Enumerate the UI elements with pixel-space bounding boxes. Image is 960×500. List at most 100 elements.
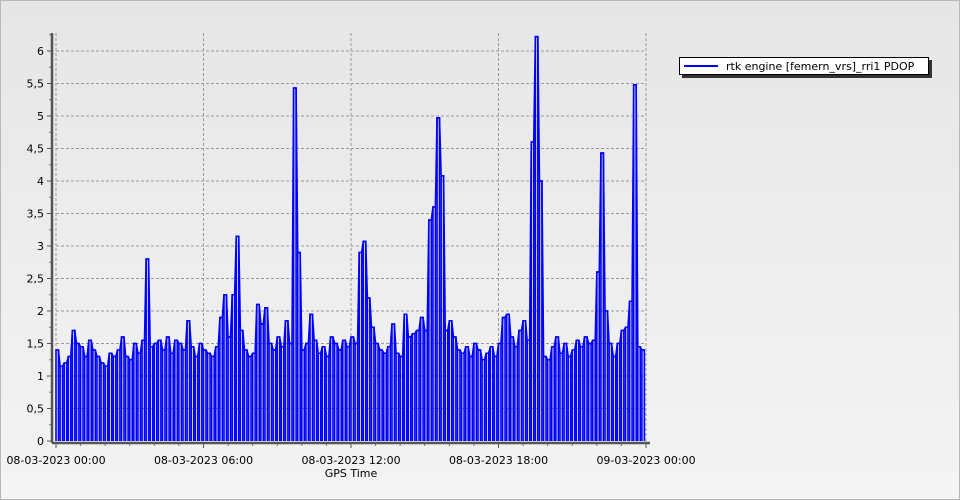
data-bar (124, 355, 129, 441)
data-bar (550, 345, 556, 441)
data-bar (137, 352, 142, 441)
data-bar (452, 336, 457, 441)
y-tick-label: 2,5 (27, 273, 45, 286)
data-bar (243, 349, 248, 441)
data-bar (546, 358, 551, 441)
y-tick-label: 3,5 (27, 208, 45, 221)
data-bar (469, 355, 474, 441)
x-axis-title: GPS Time (325, 467, 378, 480)
data-bar (87, 339, 93, 441)
data-bar (612, 355, 617, 441)
data-bar (637, 345, 642, 441)
y-tick-label: 6 (37, 45, 44, 58)
data-bar (145, 258, 150, 441)
data-bar (321, 345, 326, 441)
data-bar (493, 355, 498, 441)
data-bar (296, 251, 301, 441)
data-bar (337, 349, 342, 441)
data-bar (133, 342, 138, 441)
data-bar (59, 365, 64, 441)
y-tick-label: 4 (37, 175, 44, 188)
data-bar (333, 342, 338, 441)
data-bar (309, 313, 314, 441)
data-bar (186, 319, 191, 441)
data-bar (112, 355, 117, 441)
data-bar (157, 339, 162, 441)
data-bar (75, 342, 80, 441)
data-bar (456, 349, 461, 441)
data-bar (214, 345, 220, 441)
data-bar (641, 349, 646, 441)
data-bar (481, 358, 486, 441)
data-bar (497, 342, 502, 441)
data-bar (366, 297, 371, 441)
data-bar (350, 336, 355, 441)
x-tick-label: 08-03-2023 06:00 (154, 454, 253, 467)
data-bar (190, 345, 195, 441)
data-bar (260, 323, 265, 441)
data-bar (206, 352, 211, 441)
data-bar (301, 349, 306, 441)
data-bar (288, 342, 293, 441)
data-bar (444, 329, 449, 441)
data-bar (596, 271, 601, 441)
x-tick-labels: 08-03-2023 00:00 08-03-2023 06:00 08-03-20… (6, 454, 695, 467)
data-bar (231, 293, 236, 441)
data-bar (473, 342, 478, 441)
data-bar (92, 349, 97, 441)
x-tick-label: 08-03-2023 18:00 (449, 454, 548, 467)
data-bar (567, 355, 572, 441)
data-bar (370, 326, 375, 441)
data-bar (194, 355, 199, 441)
data-bar (391, 323, 396, 441)
data-bar (518, 329, 523, 441)
data-bar (628, 300, 633, 441)
data-bar (571, 349, 576, 441)
data-bar (600, 152, 605, 441)
data-bar (149, 345, 154, 441)
data-bar (587, 342, 592, 441)
data-bar (362, 240, 367, 441)
series-line (56, 35, 645, 368)
data-bar (247, 355, 252, 441)
data-bar (501, 316, 506, 441)
data-bar (387, 345, 392, 441)
data-bar (305, 342, 310, 441)
data-bar (616, 342, 621, 441)
data-bar (382, 352, 388, 441)
data-bar (448, 319, 453, 441)
data-bar (210, 355, 215, 441)
y-tick-label: 2 (37, 305, 44, 318)
data-bar (239, 329, 244, 441)
data-bar (104, 365, 109, 441)
data-bar (489, 345, 494, 441)
data-bar (276, 336, 281, 441)
data-bar (63, 362, 68, 441)
data-bar (100, 362, 105, 441)
data-bar (485, 352, 490, 441)
x-tick-label: 08-03-2023 12:00 (301, 454, 400, 467)
data-bar (108, 352, 113, 441)
data-bar (342, 339, 347, 441)
data-bar (178, 342, 183, 441)
data-bar (96, 355, 101, 441)
y-tick-labels: 0 0,5 1 1,5 2 2,5 3 3,5 4 4,5 5 5,5 6 (27, 45, 45, 448)
data-bar (272, 349, 277, 441)
y-tick-label: 1 (37, 370, 44, 383)
data-bar (509, 336, 515, 441)
data-bar (460, 352, 465, 441)
data-bar (563, 342, 568, 441)
data-bar (432, 206, 437, 441)
data-bar (464, 345, 469, 441)
data-bar (608, 342, 613, 441)
data-bar (251, 352, 256, 441)
data-bar (153, 342, 158, 441)
data-bar (505, 313, 510, 441)
data-bar (378, 349, 383, 441)
y-tick-label: 0 (37, 435, 44, 448)
data-bar (116, 349, 121, 441)
data-bar (227, 336, 232, 441)
data-bar (542, 355, 547, 441)
data-bar (313, 339, 318, 441)
data-bar (395, 352, 400, 441)
